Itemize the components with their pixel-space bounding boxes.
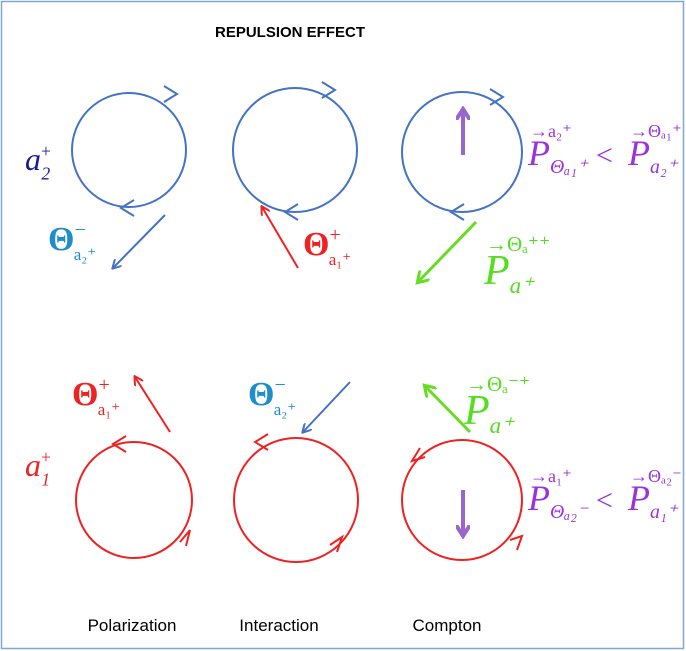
p-sub: a₁⁺ [650,501,679,523]
operator: < [596,139,613,172]
operator: < [596,484,613,517]
theta-label: Θ− a₂⁺ [248,374,296,419]
symbol-sup: + [41,141,51,161]
over-label: →a₁⁺ [530,466,572,486]
circle [75,441,193,559]
column-label: Polarization [88,616,177,635]
theta-base: Θ [248,376,274,413]
circle-arrowheads [111,81,524,553]
p-base: P [527,478,550,518]
theta-sup: − [74,219,85,241]
p-base: P [627,478,650,518]
theta-label: Θ− a₂⁺ [48,219,96,264]
theta-base: Θ [72,376,98,413]
p-sub: a₂⁺ [650,156,679,178]
title: REPULSION EFFECT [215,24,365,41]
p-base: P [627,133,650,173]
theta-sub: a₂⁺ [74,245,96,264]
over-label: →Θₐ⁻⁺ [466,372,530,396]
p-term: Pa⁺ [463,388,515,438]
column-label: Interaction [239,616,318,635]
theta-label: Θ+ a₁⁺ [72,374,120,419]
p-base: P [463,388,490,434]
p-base: P [483,248,510,294]
over-label: →Θₐ₁⁺ [630,121,682,141]
p-term: PΘₐ₂⁻ [527,478,589,523]
p-sub: Θₐ₁⁺ [550,156,589,178]
symbol-sub: 2 [41,164,50,184]
circle [232,87,358,213]
symbol-base: a [25,447,41,483]
symbol-base: a [25,141,41,177]
arrows [113,110,478,535]
theta-sub: a₁⁺ [329,250,351,269]
over-label: →Θₐ₂⁻ [630,466,682,486]
circle [233,437,359,563]
theta-sup: + [98,374,109,396]
symbol-sub: 1 [41,470,50,490]
circle [401,91,523,213]
theta-base: Θ [48,221,74,258]
p-sub: a⁺ [510,272,536,298]
theta-sup: − [274,374,285,396]
p-base: P [527,133,550,173]
theta-label: Θ+ a₁⁺ [303,224,351,269]
circles [71,87,523,563]
theta-sub: a₂⁺ [274,400,296,419]
p-term: Pa⁺ [483,248,535,298]
column-label: Compton [413,616,482,635]
p-sub: Θₐ₂⁻ [550,501,589,523]
theta-sub: a₁⁺ [98,400,120,419]
circle [71,92,187,208]
symbol: a+ 1 [25,447,51,490]
circle [401,439,523,561]
theta-sup: + [329,224,340,246]
symbol-sup: + [41,447,51,467]
p-term: PΘₐ₁⁺ [527,133,589,178]
p-sub: a⁺ [490,412,516,438]
symbol: a+ 2 [25,141,51,184]
over-label: →Θₐ⁺⁺ [486,232,550,256]
over-label: →a₂⁺ [530,121,572,141]
p-term: Pa₂⁺ [627,133,679,178]
p-term: Pa₁⁺ [627,478,679,523]
theta-base: Θ [303,226,329,263]
